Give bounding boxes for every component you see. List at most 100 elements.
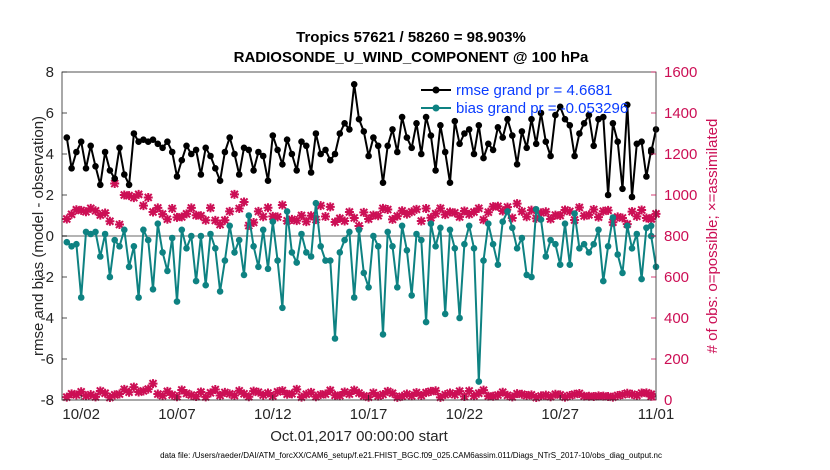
assimilated-obs-marker bbox=[589, 205, 599, 215]
rmse-point bbox=[63, 134, 71, 141]
assimilated-obs-marker bbox=[306, 211, 316, 221]
bias-point bbox=[116, 243, 123, 250]
assimilated-obs-marker bbox=[359, 207, 369, 217]
rmse-point bbox=[585, 111, 593, 119]
possible-obs-marker bbox=[435, 392, 445, 402]
assimilated-obs-marker bbox=[340, 216, 350, 226]
assimilated-obs-marker bbox=[110, 179, 120, 189]
y-axis-label-right: # of obs: o=possible; ×=assimilated bbox=[704, 119, 721, 354]
rmse-point bbox=[398, 113, 406, 121]
y-tick-label: 6 bbox=[46, 105, 54, 122]
rmse-point bbox=[336, 130, 344, 137]
rmse-point bbox=[68, 165, 75, 172]
assimilated-obs-marker bbox=[397, 206, 407, 216]
possible-obs-marker bbox=[325, 385, 335, 395]
bias-point bbox=[432, 243, 439, 250]
possible-obs-marker bbox=[603, 392, 613, 402]
possible-obs-marker bbox=[354, 388, 364, 398]
possible-obs-marker bbox=[249, 386, 259, 396]
bias-point bbox=[475, 378, 483, 385]
possible-obs-marker bbox=[263, 388, 273, 398]
possible-obs-marker bbox=[282, 389, 292, 399]
possible-obs-marker bbox=[206, 388, 215, 398]
assimilated-obs-marker bbox=[76, 205, 86, 215]
rmse-point bbox=[173, 173, 181, 180]
possible-obs-marker bbox=[182, 388, 192, 398]
bias-point bbox=[437, 224, 444, 232]
bias-point bbox=[216, 288, 224, 295]
rmse-point bbox=[221, 148, 229, 156]
possible-obs-marker bbox=[292, 384, 302, 394]
assimilated-obs-marker bbox=[565, 206, 575, 216]
possible-obs-marker bbox=[512, 389, 522, 399]
bias-point bbox=[355, 226, 363, 234]
possible-obs-marker bbox=[464, 386, 474, 396]
bias-point bbox=[231, 249, 238, 256]
assimilated-obs-marker bbox=[637, 205, 647, 215]
rmse-point bbox=[580, 120, 588, 127]
bias-point bbox=[624, 222, 631, 230]
rmse-point bbox=[307, 169, 315, 176]
bias-point bbox=[504, 208, 511, 215]
bias-point bbox=[97, 253, 104, 260]
possible-obs-marker bbox=[531, 393, 541, 403]
bias-point bbox=[279, 304, 286, 312]
assimilated-obs-marker bbox=[517, 206, 527, 216]
assimilated-obs-marker bbox=[594, 212, 604, 222]
rmse-point bbox=[212, 165, 219, 172]
rmse-point bbox=[437, 122, 444, 129]
bias-point bbox=[255, 263, 262, 271]
possible-obs-marker bbox=[507, 392, 517, 402]
x-tick-label: 10/22 bbox=[446, 406, 484, 423]
rmse-point bbox=[432, 167, 439, 174]
possible-obs-marker bbox=[574, 388, 584, 398]
bias-point bbox=[331, 335, 339, 342]
assimilated-obs-marker bbox=[234, 204, 244, 214]
bias-point bbox=[609, 214, 617, 221]
assimilated-obs-marker bbox=[388, 214, 398, 224]
possible-obs-marker bbox=[416, 390, 426, 400]
possible-obs-marker bbox=[560, 392, 570, 402]
rmse-point bbox=[638, 138, 645, 145]
assimilated-obs-marker bbox=[158, 209, 168, 219]
y-tick-label-right: 1600 bbox=[664, 64, 697, 81]
rmse-point bbox=[504, 115, 511, 123]
assimilated-obs-marker bbox=[297, 211, 307, 220]
possible-obs-marker bbox=[555, 390, 565, 400]
rmse-point bbox=[518, 128, 526, 135]
bias-point bbox=[590, 240, 597, 248]
assimilated-obs-marker bbox=[445, 207, 455, 217]
assimilated-obs-marker bbox=[143, 192, 153, 202]
possible-obs-marker bbox=[71, 390, 81, 400]
rmse-point bbox=[485, 140, 492, 148]
y-tick-label-right: 0 bbox=[664, 392, 672, 409]
bias-point bbox=[600, 277, 607, 285]
possible-obs-marker bbox=[431, 386, 441, 396]
rmse-point bbox=[556, 103, 564, 111]
possible-obs-marker bbox=[522, 390, 532, 400]
assimilated-obs-marker bbox=[541, 207, 551, 217]
possible-obs-marker bbox=[119, 384, 129, 394]
bias-point bbox=[465, 222, 473, 230]
assimilated-obs-marker bbox=[182, 209, 192, 219]
rmse-point bbox=[566, 122, 574, 129]
rmse-point bbox=[628, 193, 636, 201]
assimilated-obs-marker bbox=[421, 204, 431, 214]
rmse-point bbox=[489, 146, 497, 154]
assimilated-obs-marker bbox=[493, 201, 503, 211]
bias-point bbox=[283, 208, 291, 215]
bias-point bbox=[274, 257, 281, 264]
assimilated-obs-marker bbox=[431, 209, 441, 219]
x-tick-label: 10/02 bbox=[62, 406, 100, 423]
assimilated-obs-marker bbox=[464, 209, 474, 219]
rmse-point bbox=[327, 156, 334, 164]
bias-point bbox=[327, 257, 334, 264]
possible-obs-marker bbox=[273, 387, 283, 397]
rmse-point bbox=[164, 138, 171, 145]
rmse-point bbox=[542, 138, 550, 145]
assimilated-obs-marker bbox=[325, 202, 335, 212]
rmse-point bbox=[590, 142, 597, 150]
rmse-point bbox=[571, 152, 578, 160]
possible-obs-marker bbox=[368, 388, 378, 398]
